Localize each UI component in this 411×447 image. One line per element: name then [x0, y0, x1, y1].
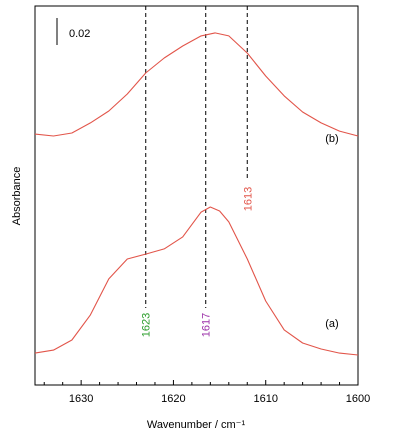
reference-lines: 1623 1617 1613: [141, 6, 254, 337]
x-tick-label: 1620: [161, 393, 185, 405]
series-line-b: [34, 32, 359, 137]
x-axis-label: Wavenumber / cm⁻¹: [147, 419, 246, 431]
series-label-b: (b): [325, 133, 338, 145]
reference-label-1623: 1623: [141, 313, 153, 337]
series-group: (b) (a): [34, 32, 359, 356]
x-tick-label: 1630: [69, 393, 93, 405]
x-tick-label: 1600: [346, 393, 370, 405]
series-label-a: (a): [325, 318, 338, 330]
series-line-a: [34, 206, 359, 356]
reference-label-1617: 1617: [201, 313, 213, 337]
x-tick-label: 1610: [253, 393, 277, 405]
x-axis-ticks: 1630 1620 1610 1600: [43, 380, 370, 405]
reference-label-1613: 1613: [242, 187, 254, 211]
plot-frame: [34, 5, 359, 386]
y-axis-label: Absorbance: [11, 167, 23, 226]
scale-bar: 0.02: [56, 18, 90, 45]
scale-bar-label: 0.02: [69, 28, 90, 40]
